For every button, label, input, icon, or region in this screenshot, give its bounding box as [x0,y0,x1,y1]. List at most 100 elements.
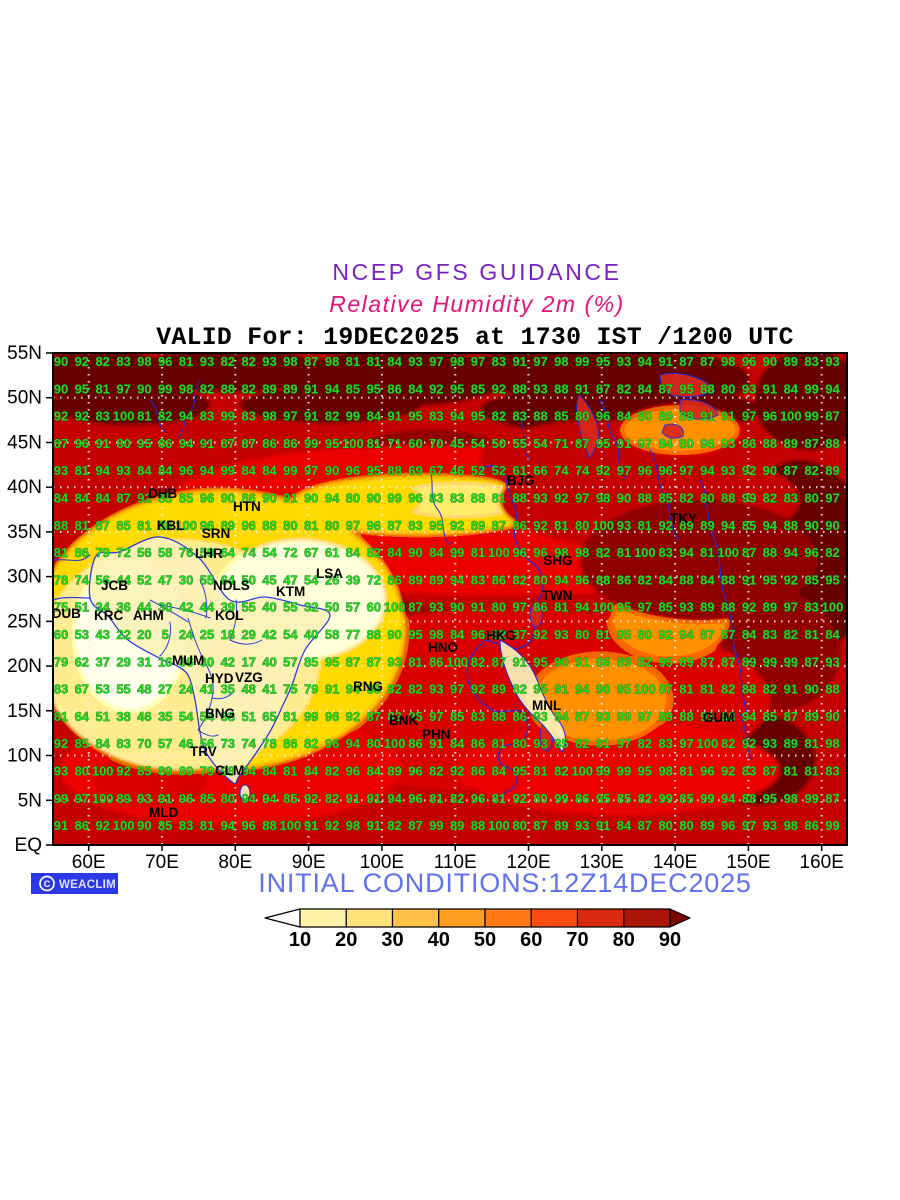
svg-text:100: 100 [342,436,364,451]
svg-text:82: 82 [679,491,693,506]
svg-text:71: 71 [387,436,401,451]
svg-text:89: 89 [283,381,297,396]
svg-text:TWN: TWN [542,588,573,603]
svg-text:92: 92 [721,764,735,779]
svg-text:88: 88 [471,491,485,506]
svg-text:81: 81 [471,545,485,560]
svg-text:81: 81 [283,709,297,724]
svg-text:81: 81 [408,654,422,669]
svg-text:81: 81 [137,409,151,424]
svg-text:90: 90 [367,491,381,506]
svg-text:17: 17 [241,654,255,669]
svg-text:70: 70 [429,436,443,451]
svg-text:80E: 80E [218,852,252,873]
svg-text:94: 94 [450,572,465,587]
svg-text:87: 87 [575,436,589,451]
svg-text:GUM: GUM [703,710,735,725]
svg-text:93: 93 [721,463,735,478]
svg-text:98: 98 [346,818,360,833]
svg-text:100: 100 [488,818,510,833]
svg-text:96: 96 [512,545,526,560]
svg-text:81: 81 [679,682,693,697]
svg-text:85: 85 [763,709,777,724]
svg-text:91: 91 [304,381,318,396]
svg-text:85: 85 [304,654,318,669]
svg-text:93: 93 [262,354,276,369]
svg-text:16: 16 [158,654,172,669]
svg-text:97: 97 [679,736,693,751]
svg-text:87: 87 [679,354,693,369]
svg-text:83: 83 [471,709,485,724]
svg-text:94: 94 [262,791,277,806]
svg-text:86: 86 [387,381,401,396]
svg-text:97: 97 [638,436,652,451]
svg-text:89: 89 [471,518,485,533]
svg-text:82: 82 [95,354,109,369]
svg-text:94: 94 [721,791,736,806]
svg-text:79: 79 [95,545,109,560]
svg-text:80: 80 [116,436,130,451]
svg-text:92: 92 [346,709,360,724]
svg-text:91: 91 [700,409,714,424]
svg-text:87: 87 [658,381,672,396]
svg-text:82: 82 [241,354,255,369]
svg-text:96: 96 [367,518,381,533]
svg-text:44: 44 [200,600,215,615]
svg-text:93: 93 [763,736,777,751]
svg-text:97: 97 [450,682,464,697]
svg-text:84: 84 [658,436,673,451]
svg-text:98: 98 [658,764,672,779]
svg-text:82: 82 [387,818,401,833]
svg-text:91: 91 [346,791,360,806]
svg-text:87: 87 [700,627,714,642]
svg-text:MNL: MNL [532,698,561,713]
svg-text:95: 95 [367,463,381,478]
svg-text:82: 82 [804,463,818,478]
svg-text:90: 90 [659,929,681,951]
svg-text:84: 84 [658,572,673,587]
svg-text:81: 81 [492,491,506,506]
svg-text:91: 91 [304,818,318,833]
svg-text:84: 84 [54,491,69,506]
svg-text:100: 100 [384,600,406,615]
svg-text:87: 87 [804,436,818,451]
svg-text:93: 93 [533,736,547,751]
svg-text:25N: 25N [7,611,42,632]
svg-text:57: 57 [346,600,360,615]
svg-text:94: 94 [575,682,590,697]
svg-text:91: 91 [367,791,381,806]
svg-text:87: 87 [784,709,798,724]
svg-text:94: 94 [575,600,590,615]
svg-text:85: 85 [742,518,756,533]
svg-text:85: 85 [346,381,360,396]
svg-text:94: 94 [763,518,778,533]
svg-text:91: 91 [784,682,798,697]
svg-text:NCEP GFS GUIDANCE: NCEP GFS GUIDANCE [332,259,621,285]
svg-text:99: 99 [825,818,839,833]
svg-text:98: 98 [596,491,610,506]
svg-text:82: 82 [408,682,422,697]
svg-text:85: 85 [158,818,172,833]
svg-text:80: 80 [533,791,547,806]
svg-text:95: 95 [596,436,610,451]
svg-text:82: 82 [721,736,735,751]
svg-text:82: 82 [325,791,339,806]
svg-text:84: 84 [617,409,632,424]
svg-text:87: 87 [700,354,714,369]
svg-text:85: 85 [554,736,568,751]
svg-text:95: 95 [825,572,839,587]
svg-text:82: 82 [575,736,589,751]
svg-text:30N: 30N [7,567,42,588]
svg-text:42: 42 [179,600,193,615]
svg-text:90: 90 [408,545,422,560]
svg-text:92: 92 [742,463,756,478]
svg-text:84: 84 [825,627,840,642]
svg-text:66: 66 [533,463,547,478]
svg-text:70: 70 [137,736,151,751]
svg-text:87: 87 [825,409,839,424]
svg-text:91: 91 [575,654,589,669]
svg-text:46: 46 [450,463,464,478]
svg-text:93: 93 [617,518,631,533]
svg-text:80: 80 [575,627,589,642]
svg-text:84: 84 [367,409,382,424]
